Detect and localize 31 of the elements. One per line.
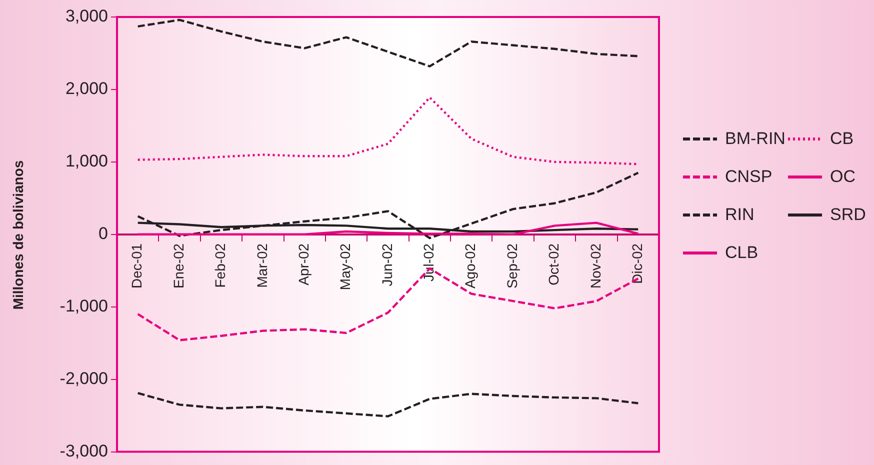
y-tick-label: 2,000 bbox=[65, 79, 108, 98]
legend-label: SRD bbox=[830, 205, 866, 225]
x-tick-label: Jul-02 bbox=[420, 243, 437, 282]
x-tick-label: Oct-02 bbox=[546, 243, 562, 286]
x-tick-label: May-02 bbox=[337, 243, 354, 290]
x-tick-label: Ago-02 bbox=[462, 243, 478, 289]
legend-label: RIN bbox=[725, 205, 754, 225]
x-tick-label: Feb-02 bbox=[212, 243, 228, 288]
y-tick-label: 1,000 bbox=[65, 152, 108, 171]
legend-label: CB bbox=[830, 129, 854, 149]
legend-label: CLB bbox=[725, 243, 758, 263]
x-tick-label: Dec-01 bbox=[128, 243, 145, 289]
legend-label: OC bbox=[830, 167, 856, 187]
line-series bbox=[136, 18, 640, 68]
y-tick-label: -2,000 bbox=[60, 369, 108, 388]
y-tick-label: 0 bbox=[98, 224, 108, 244]
legend-label: CNSP bbox=[725, 167, 772, 187]
x-tick-label: Ene-02 bbox=[170, 243, 186, 289]
line-series bbox=[136, 172, 640, 240]
x-tick-label: Sep-02 bbox=[504, 243, 520, 289]
y-tick-label: -1,000 bbox=[60, 296, 108, 316]
x-tick-label: Apr-02 bbox=[295, 243, 312, 286]
legend-label: BM-RIN bbox=[725, 129, 786, 149]
line-series bbox=[136, 392, 640, 418]
x-tick-label: Mar-02 bbox=[254, 243, 270, 288]
y-axis-title: Millones de bolivianos bbox=[10, 160, 26, 310]
x-tick-label: Jun-02 bbox=[378, 243, 395, 286]
x-tick-label: Dic-02 bbox=[629, 243, 646, 284]
y-tick-label: -3,000 bbox=[60, 441, 108, 460]
x-tick-label: Nov-02 bbox=[587, 243, 604, 289]
y-tick-label: 3,000 bbox=[65, 6, 108, 26]
